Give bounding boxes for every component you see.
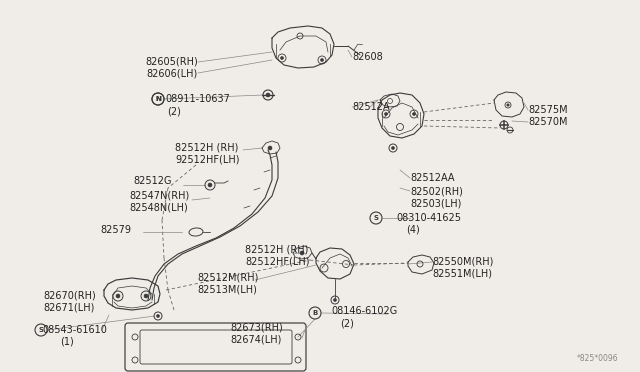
Circle shape — [144, 294, 148, 298]
Text: 82551M(LH): 82551M(LH) — [432, 269, 492, 279]
Circle shape — [333, 298, 337, 301]
Circle shape — [268, 146, 272, 150]
Text: 82512A: 82512A — [352, 102, 390, 112]
Circle shape — [280, 57, 284, 60]
Circle shape — [266, 93, 270, 97]
Text: *825*0096: *825*0096 — [577, 354, 618, 363]
Text: 82671(LH): 82671(LH) — [43, 303, 94, 313]
Circle shape — [507, 104, 509, 106]
Circle shape — [392, 147, 394, 150]
Text: 82512G: 82512G — [133, 176, 172, 186]
Text: S: S — [374, 215, 378, 221]
Text: 08911-10637: 08911-10637 — [165, 94, 230, 104]
Text: (4): (4) — [406, 225, 420, 235]
Text: 08146-6102G: 08146-6102G — [331, 306, 397, 316]
Text: 82512HF(LH): 82512HF(LH) — [245, 257, 310, 267]
Text: 82502(RH): 82502(RH) — [410, 186, 463, 196]
Text: 82547N(RH): 82547N(RH) — [129, 191, 189, 201]
Text: 82550M(RH): 82550M(RH) — [432, 257, 493, 267]
Text: 82512H (RH): 82512H (RH) — [175, 143, 238, 153]
Text: N: N — [155, 96, 161, 102]
Text: 82608: 82608 — [352, 52, 383, 62]
Circle shape — [413, 112, 415, 115]
Text: 82579: 82579 — [100, 225, 131, 235]
Circle shape — [157, 314, 159, 317]
Text: (2): (2) — [340, 318, 354, 328]
Text: 08310-41625: 08310-41625 — [396, 213, 461, 223]
Text: B: B — [312, 310, 317, 316]
Text: 82513M(LH): 82513M(LH) — [197, 285, 257, 295]
Circle shape — [116, 294, 120, 298]
Text: 82503(LH): 82503(LH) — [410, 198, 461, 208]
Text: 82673(RH): 82673(RH) — [230, 322, 283, 332]
Circle shape — [208, 183, 212, 187]
Text: 82512M(RH): 82512M(RH) — [197, 273, 259, 283]
Text: 82512AA: 82512AA — [410, 173, 454, 183]
Text: 82512H (RH): 82512H (RH) — [245, 245, 308, 255]
Text: 82570M: 82570M — [528, 117, 568, 127]
Text: 82674(LH): 82674(LH) — [230, 334, 282, 344]
Circle shape — [321, 58, 323, 61]
Text: 82605(RH): 82605(RH) — [145, 57, 198, 67]
Text: 82548N(LH): 82548N(LH) — [129, 203, 188, 213]
Circle shape — [385, 112, 387, 115]
Text: 08543-61610: 08543-61610 — [42, 325, 107, 335]
Text: 92512HF(LH): 92512HF(LH) — [175, 155, 239, 165]
Text: 82670(RH): 82670(RH) — [43, 291, 96, 301]
Text: N: N — [155, 96, 161, 102]
Text: (2): (2) — [167, 106, 181, 116]
Text: 82575M: 82575M — [528, 105, 568, 115]
Text: (1): (1) — [60, 337, 74, 347]
Circle shape — [300, 251, 304, 255]
Text: S: S — [38, 327, 44, 333]
Text: 82606(LH): 82606(LH) — [147, 68, 198, 78]
